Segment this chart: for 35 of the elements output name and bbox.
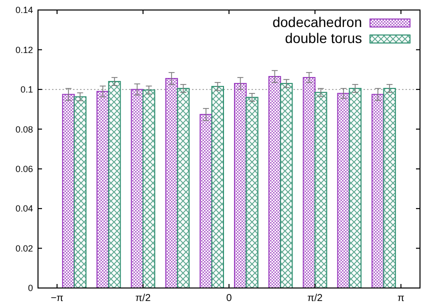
bar [337, 92, 350, 288]
y-tick-label: 0.12 [15, 44, 33, 55]
bar [302, 77, 316, 288]
legend-label: double torus [284, 30, 362, 46]
bar [280, 82, 293, 288]
x-tick-label: π/2 [135, 293, 152, 304]
bar [62, 94, 75, 288]
bar [314, 92, 328, 288]
bar [246, 96, 258, 288]
bar [348, 88, 362, 288]
x-tick-label: −π [50, 293, 64, 304]
bar [268, 76, 282, 288]
bar [200, 114, 212, 288]
bar [176, 88, 190, 288]
bar [142, 90, 156, 288]
bar [234, 82, 247, 288]
y-tick-label: 0.08 [15, 124, 33, 134]
x-tick-label: π/2 [307, 293, 324, 304]
x-tick-label: π [397, 293, 404, 304]
legend-label: dodecahedron [272, 14, 362, 30]
y-tick-label: 0.06 [15, 164, 33, 174]
bar [372, 94, 384, 288]
bar [108, 80, 121, 288]
y-tick-label: 0.04 [15, 204, 33, 214]
y-tick-label: 0.02 [15, 243, 33, 254]
bar [74, 96, 86, 288]
bar [96, 90, 110, 288]
y-tick-label: 0.14 [15, 5, 33, 16]
bar [211, 86, 224, 288]
x-tick-label: 0 [226, 293, 232, 304]
bar [165, 78, 178, 288]
bar [130, 88, 144, 288]
y-tick-label: 0 [28, 283, 33, 294]
y-tick-label: 0.1 [20, 84, 33, 95]
bar [383, 88, 396, 288]
